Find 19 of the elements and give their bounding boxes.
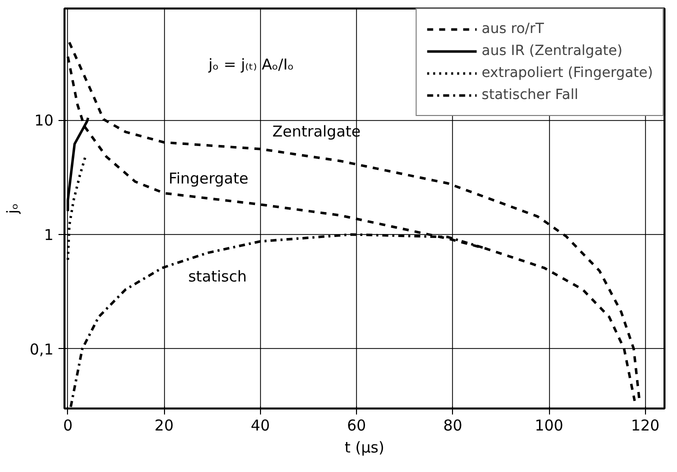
annotation: statisch: [188, 268, 247, 286]
legend-label: extrapoliert (Fingergate): [482, 65, 653, 81]
y-tick-label: 1: [44, 226, 54, 244]
annotation: jₒ = j₍ₜ₎ Aₒ/Iₒ: [208, 56, 294, 74]
x-tick-label: 40: [250, 416, 270, 434]
legend-label: aus ro/rT: [482, 21, 544, 37]
x-tick-label: 80: [443, 416, 462, 434]
legend-label: aus IR (Zentralgate): [482, 43, 622, 59]
y-tick-label: 10: [34, 112, 54, 130]
x-tick-label: 20: [154, 416, 174, 434]
x-tick-label: 0: [63, 416, 73, 434]
y-tick-label: 0,1: [30, 340, 54, 358]
x-tick-label: 60: [347, 416, 366, 434]
y-axis-title: jₒ: [4, 203, 22, 215]
x-tick-label: 120: [630, 416, 660, 434]
annotation: Fingergate: [168, 170, 248, 188]
x-axis-title: t (µs): [344, 438, 384, 456]
x-tick-label: 100: [534, 416, 564, 434]
legend-label: statischer Fall: [482, 87, 578, 103]
